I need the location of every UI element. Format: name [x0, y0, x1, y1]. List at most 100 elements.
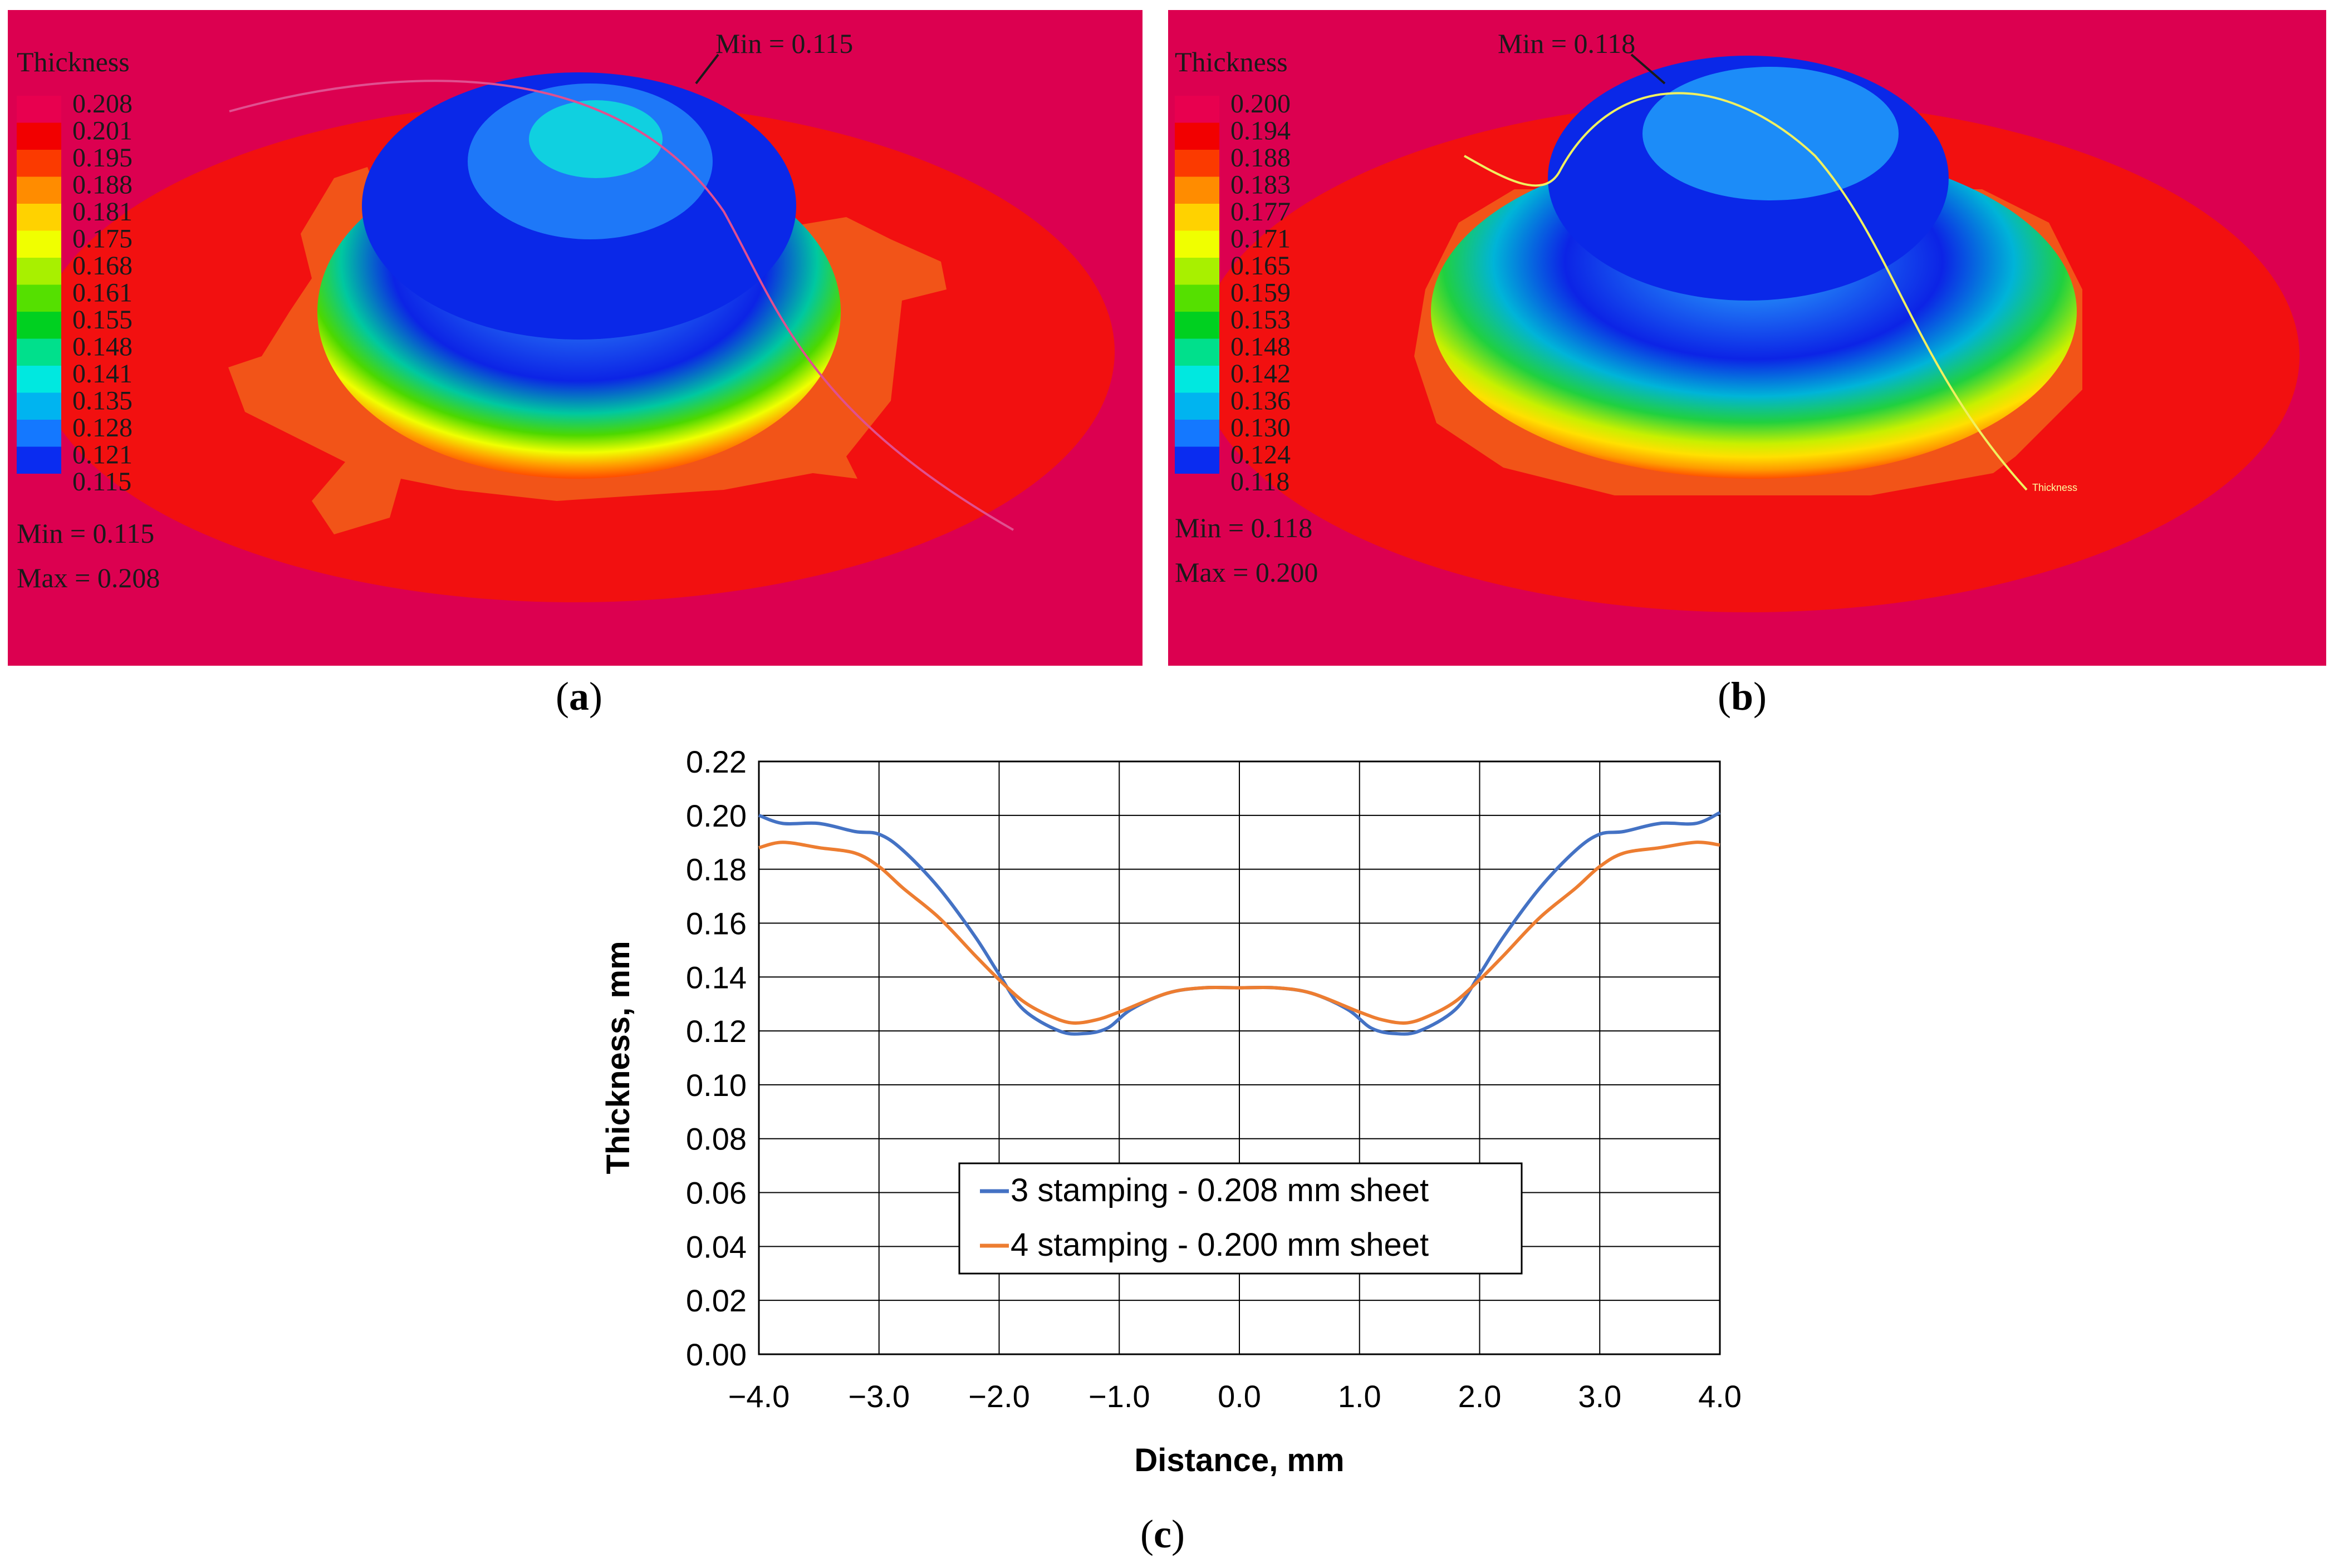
panel-a-legend-swatch — [17, 96, 61, 123]
panel-a-legend-value: 0.175 — [72, 224, 133, 254]
panel-a-legend-swatch — [17, 176, 61, 204]
panel-a-legend-value: 0.128 — [72, 413, 133, 443]
panel-b-legend: 0.2000.1940.1880.1830.1770.1710.1650.159… — [1175, 89, 1291, 497]
panel-b-legend-swatch — [1175, 230, 1219, 258]
panel-a-legend-value: 0.181 — [72, 197, 133, 227]
panel-a-legend-swatch — [17, 122, 61, 150]
x-tick-label: −3.0 — [848, 1379, 910, 1414]
y-tick-label: 0.22 — [686, 744, 747, 779]
x-tick-label: 2.0 — [1458, 1379, 1502, 1414]
tick-labels: 0.00 0.02 0.04 0.06 0.08 0.10 0.12 0.14 0.16 0.18… — [686, 744, 1742, 1414]
y-tick-label: 0.00 — [686, 1337, 747, 1372]
x-tick-label: −1.0 — [1088, 1379, 1150, 1414]
panel-a-dome-top — [529, 100, 663, 178]
panel-b-legend-swatch — [1175, 312, 1219, 339]
panel-b-legend-title: Thickness — [1175, 46, 1288, 77]
panel-a-legend-value: 0.208 — [72, 89, 133, 119]
panel-b-legend-swatch — [1175, 446, 1219, 474]
panel-a-legend-value: 0.155 — [72, 305, 133, 335]
panel-b-legend-swatch — [1175, 420, 1219, 447]
panel-b-legend-value: 0.124 — [1230, 440, 1291, 470]
panel-b-legend-value: 0.171 — [1230, 224, 1291, 254]
x-tick-label: 1.0 — [1338, 1379, 1381, 1414]
y-tick-label: 0.16 — [686, 906, 747, 941]
panel-a-legend-value: 0.188 — [72, 170, 133, 200]
panel-b-legend-swatch — [1175, 176, 1219, 204]
y-tick-label: 0.06 — [686, 1176, 747, 1211]
panel-b-legend-swatch — [1175, 284, 1219, 312]
legend-box — [958, 1162, 1523, 1275]
panel-b-max-label: Max = 0.200 — [1175, 557, 1318, 588]
x-tick-label: 3.0 — [1578, 1379, 1621, 1414]
y-tick-label: 0.20 — [686, 798, 747, 833]
caption-b: (b) — [1718, 674, 1767, 719]
y-axis-label: Thickness, mm — [600, 941, 636, 1174]
panel-b-legend-swatch — [1175, 392, 1219, 420]
panel-a-legend-value: 0.168 — [72, 251, 133, 281]
data-series — [758, 811, 1721, 1036]
panel-a-legend-swatch — [17, 366, 61, 393]
panel-a-legend-value: 0.148 — [72, 332, 133, 362]
y-tick-label: 0.08 — [686, 1122, 747, 1157]
x-tick-label: 4.0 — [1698, 1379, 1742, 1414]
panel-a-legend-value: 0.141 — [72, 359, 133, 389]
y-tick-label: 0.04 — [686, 1229, 747, 1264]
grid-lines — [758, 761, 1720, 1355]
panel-b-legend-value: 0.165 — [1230, 251, 1291, 281]
caption-c-letter: c — [1153, 1512, 1171, 1556]
panel-a-legend-swatch — [17, 312, 61, 339]
x-tick-label: −2.0 — [968, 1379, 1030, 1414]
chart-legend: 3 stamping - 0.208 mm sheet 4 stamping -… — [958, 1162, 1523, 1275]
panel-b-legend-swatch — [1175, 258, 1219, 285]
caption-a-letter: a — [568, 674, 589, 719]
panel-a: Thickness 0.2080.2010.1950.1880.1810.175… — [8, 10, 1143, 666]
panel-b-min-label: Min = 0.118 — [1175, 512, 1312, 543]
panel-b-legend-value: 0.188 — [1230, 143, 1291, 173]
panel-b-legend-value: 0.153 — [1230, 305, 1291, 335]
panel-b-legend-value: 0.183 — [1230, 170, 1291, 200]
panel-b-legend-swatch — [1175, 150, 1219, 177]
panel-a-legend-title: Thickness — [17, 46, 130, 77]
panel-a-legend-value: 0.195 — [72, 143, 133, 173]
y-tick-label: 0.12 — [686, 1014, 747, 1049]
caption-b-letter: b — [1730, 674, 1754, 719]
panel-b-legend-swatch — [1175, 366, 1219, 393]
panel-b-legend-value: 0.194 — [1230, 116, 1291, 146]
panel-b-legend-swatch — [1175, 338, 1219, 366]
panel-b-measure-path — [1464, 92, 2028, 491]
panel-a-legend-value: 0.115 — [72, 467, 131, 497]
caption-c: (c) — [1140, 1512, 1185, 1556]
panel-a-legend-value: 0.161 — [72, 278, 133, 308]
panel-a-legend: 0.2080.2010.1950.1880.1810.1750.1680.161… — [17, 89, 133, 497]
panel-a-legend-swatch — [17, 204, 61, 231]
x-tick-label: 0.0 — [1218, 1379, 1261, 1414]
panel-b-legend-value: 0.159 — [1230, 278, 1291, 308]
panel-b-legend-value: 0.142 — [1230, 359, 1291, 389]
x-axis-label: Distance, mm — [1134, 1442, 1344, 1478]
legend-label-series-2: 4 stamping - 0.200 mm sheet — [1011, 1227, 1429, 1263]
panel-a-legend-swatch — [17, 446, 61, 474]
panel-b-legend-swatch — [1175, 96, 1219, 123]
panel-a-legend-swatch — [17, 258, 61, 285]
panel-a-callout: Min = 0.115 — [715, 28, 853, 59]
y-tick-label: 0.02 — [686, 1283, 747, 1318]
legend-label-series-1: 3 stamping - 0.208 mm sheet — [1011, 1172, 1429, 1208]
panel-a-legend-value: 0.121 — [72, 440, 133, 470]
panel-b-legend-swatch — [1175, 204, 1219, 231]
panel-a-legend-swatch — [17, 284, 61, 312]
caption-a: (a) — [556, 674, 602, 719]
panel-a-legend-value: 0.135 — [72, 386, 133, 416]
panel-b-legend-value: 0.136 — [1230, 386, 1291, 416]
panel-b-callout: Min = 0.118 — [1498, 28, 1635, 59]
panel-b-path-label: Thickness — [2032, 482, 2077, 493]
panel-b-legend-value: 0.148 — [1230, 332, 1291, 362]
panel-a-max-label: Max = 0.208 — [17, 562, 160, 593]
panel-b-callout-line — [1630, 53, 1666, 85]
panel-a-legend-swatch — [17, 392, 61, 420]
panel-b-legend-value: 0.130 — [1230, 413, 1291, 443]
panel-b-legend-value: 0.200 — [1230, 89, 1291, 119]
panel-a-legend-swatch — [17, 150, 61, 177]
y-tick-label: 0.18 — [686, 852, 747, 887]
panel-a-legend-swatch — [17, 338, 61, 366]
panel-a-legend-swatch — [17, 230, 61, 258]
